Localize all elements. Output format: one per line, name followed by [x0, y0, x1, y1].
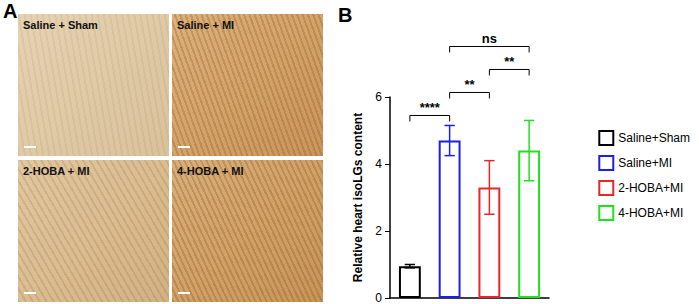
svg-text:Saline+Sham: Saline+Sham [618, 131, 690, 145]
svg-text:2: 2 [375, 224, 382, 238]
html-text:Saline + Sham: Saline + Sham [23, 19, 98, 31]
svg-text:**: ** [464, 77, 475, 92]
svg-text:****: **** [420, 100, 441, 115]
html-text:4-HOBA + MI: 4-HOBA + MI [177, 165, 244, 177]
html-text:Saline + MI: Saline + MI [177, 19, 235, 31]
svg-text:Relative heart isoLGs content: Relative heart isoLGs content [351, 113, 365, 282]
svg-text:6: 6 [375, 90, 382, 104]
svg-text:B: B [338, 4, 352, 26]
svg-text:Saline+MI: Saline+MI [618, 156, 672, 170]
svg-text:**: ** [504, 54, 515, 69]
svg-text:0: 0 [375, 291, 382, 304]
svg-text:4-HOBA+MI: 4-HOBA+MI [618, 206, 683, 220]
svg-text:ns: ns [482, 31, 497, 46]
svg-text:4: 4 [375, 157, 382, 171]
html-text:2-HOBA + MI: 2-HOBA + MI [23, 165, 90, 177]
svg-text:2-HOBA+MI: 2-HOBA+MI [618, 181, 683, 195]
html-text:A: A [3, 0, 18, 22]
